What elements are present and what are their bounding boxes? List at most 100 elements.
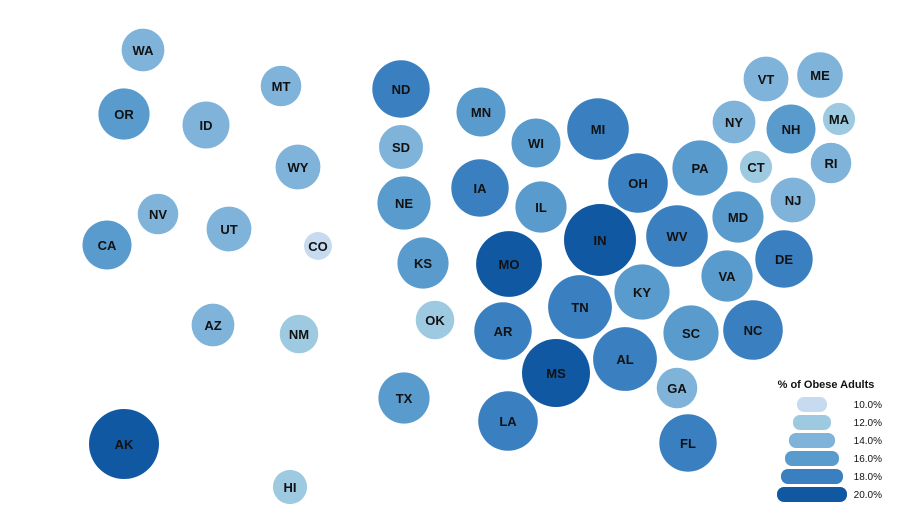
bubble-ri [810, 142, 852, 184]
bubble-md [712, 191, 764, 243]
label-mn: MN [471, 105, 491, 120]
label-ok: OK [425, 313, 445, 328]
legend-swatch-2 [789, 433, 835, 448]
bubble-id [182, 101, 230, 149]
legend-swatch-1 [793, 415, 831, 430]
label-oh: OH [628, 176, 648, 191]
label-ut: UT [220, 222, 237, 237]
bubble-pa [672, 140, 728, 196]
bubble-ar [474, 302, 532, 360]
label-ia: IA [474, 181, 488, 196]
bubble-mo [476, 231, 542, 297]
label-ks: KS [414, 256, 432, 271]
bubble-me [797, 52, 843, 98]
bubble-ne [377, 176, 431, 230]
bubble-ks [397, 237, 449, 289]
label-mo: MO [499, 257, 520, 272]
bubble-ny [712, 100, 756, 144]
label-mt: MT [272, 79, 291, 94]
label-va: VA [718, 269, 736, 284]
bubble-mi [567, 98, 629, 160]
label-hi: HI [284, 480, 297, 495]
legend-swatch-3 [785, 451, 839, 466]
label-ne: NE [395, 196, 413, 211]
bubble-nv [137, 193, 179, 235]
bubble-va [701, 250, 753, 302]
bubble-hi [272, 469, 308, 505]
bubble-al [593, 327, 657, 391]
bubble-ca [82, 220, 132, 270]
label-ct: CT [747, 160, 764, 175]
bubble-tn [548, 275, 612, 339]
bubble-nm [279, 314, 319, 354]
legend-label-5: 20.0% [854, 490, 882, 501]
legend-label-3: 16.0% [854, 454, 882, 465]
bubble-ok [415, 300, 455, 340]
state-bubbles: WA OR ID MT WY ND MN SD WI MI VT ME NY NH MA IA NE IL OH PA… [82, 28, 856, 505]
bubble-ga [656, 367, 698, 409]
legend-swatch-4 [781, 469, 843, 484]
legend-label-4: 18.0% [854, 472, 882, 483]
label-nc: NC [744, 323, 763, 338]
label-wi: WI [528, 136, 544, 151]
label-co: CO [308, 239, 328, 254]
label-al: AL [616, 352, 633, 367]
label-ga: GA [667, 381, 687, 396]
label-il: IL [535, 200, 547, 215]
label-id: ID [200, 118, 213, 133]
label-sc: SC [682, 326, 701, 341]
bubble-sd [379, 125, 423, 169]
bubble-il [515, 181, 567, 233]
bubble-ak [89, 409, 159, 479]
label-me: ME [810, 68, 830, 83]
legend-label-2: 14.0% [854, 436, 882, 447]
bubble-wa [121, 28, 165, 72]
legend-label-1: 12.0% [854, 418, 882, 429]
label-tn: TN [571, 300, 588, 315]
label-la: LA [499, 414, 517, 429]
bubble-co [304, 232, 332, 260]
bubble-wy [275, 144, 321, 190]
label-nd: ND [392, 82, 411, 97]
bubble-az [191, 303, 235, 347]
bubble-oh [608, 153, 668, 213]
label-vt: VT [758, 72, 775, 87]
bubble-la [478, 391, 538, 451]
label-az: AZ [204, 318, 221, 333]
bubble-nc [723, 300, 783, 360]
bubble-tx [378, 372, 430, 424]
bubble-nd [372, 60, 430, 118]
label-tx: TX [396, 391, 413, 406]
legend-swatch-5 [777, 487, 847, 502]
legend-swatch-0 [797, 397, 827, 412]
bubble-sc [663, 305, 719, 361]
bubble-mn [456, 87, 506, 137]
label-wa: WA [133, 43, 155, 58]
label-ms: MS [546, 366, 566, 381]
label-nv: NV [149, 207, 167, 222]
label-nj: NJ [785, 193, 802, 208]
bubble-fl [659, 414, 717, 472]
label-ar: AR [494, 324, 513, 339]
label-ky: KY [633, 285, 651, 300]
label-or: OR [114, 107, 134, 122]
legend-title: % of Obese Adults [778, 379, 875, 391]
label-ca: CA [98, 238, 117, 253]
bubble-or [98, 88, 150, 140]
bubble-ma [822, 102, 856, 136]
label-nm: NM [289, 327, 309, 342]
legend-label-0: 10.0% [854, 400, 882, 411]
label-wv: WV [667, 229, 688, 244]
label-ri: RI [825, 156, 838, 171]
label-mi: MI [591, 122, 605, 137]
bubble-nj [770, 177, 816, 223]
label-wy: WY [288, 160, 309, 175]
bubble-in [564, 204, 636, 276]
bubble-ms [522, 339, 590, 407]
label-de: DE [775, 252, 793, 267]
label-sd: SD [392, 140, 410, 155]
legend: % of Obese Adults 10.0% 12.0% 14.0% 16.0% 18… [777, 379, 882, 502]
label-ma: MA [829, 112, 850, 127]
bubble-ut [206, 206, 252, 252]
